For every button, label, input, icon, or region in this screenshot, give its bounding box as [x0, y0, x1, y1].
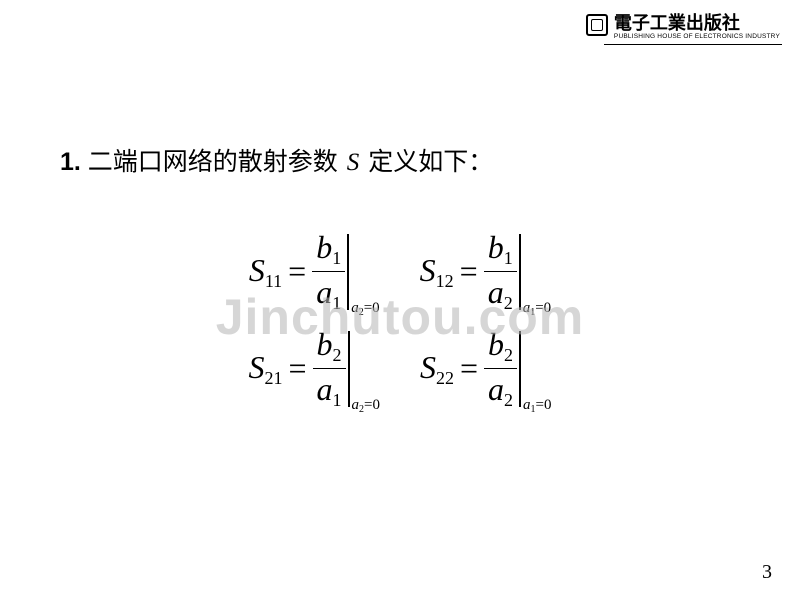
equation: S12=b1a2a1=0: [420, 231, 552, 312]
publisher-name-cn: 電子工業出版社: [614, 14, 780, 32]
eq-fraction: b1a1: [312, 231, 345, 312]
vertical-bar-icon: [519, 234, 521, 310]
equation-row: S11=b1a1a2=0S12=b1a2a1=0: [190, 231, 610, 312]
title-symbol: S: [347, 149, 360, 176]
eq-equals: =: [460, 253, 478, 290]
eq-equals: =: [460, 350, 478, 387]
publisher-text: 電子工業出版社 PUBLISHING HOUSE OF ELECTRONICS …: [614, 14, 780, 41]
eq-condition: a2=0: [348, 331, 380, 407]
publisher-block: 電子工業出版社 PUBLISHING HOUSE OF ELECTRONICS …: [586, 14, 780, 41]
eq-fraction: b2a2: [484, 328, 517, 409]
equation: S22=b2a2a1=0: [420, 328, 552, 409]
publisher-logo-icon: [586, 14, 608, 36]
vertical-bar-icon: [519, 331, 521, 407]
eq-condition: a1=0: [519, 331, 551, 407]
eq-equals: =: [288, 350, 306, 387]
title-text-before: 二端口网络的散射参数: [81, 148, 345, 176]
title-number: 1.: [60, 148, 81, 176]
equations-block: S11=b1a1a2=0S12=b1a2a1=0S21=b2a1a2=0S22=…: [190, 231, 610, 409]
publisher-underline: [604, 44, 782, 45]
eq-fraction: b1a2: [484, 231, 517, 312]
eq-equals: =: [288, 253, 306, 290]
eq-lhs: S21: [248, 349, 282, 389]
page-number: 3: [762, 561, 772, 584]
equation-row: S21=b2a1a2=0S22=b2a2a1=0: [190, 328, 610, 409]
title-text-after: 定义如下：: [361, 148, 493, 176]
eq-lhs: S12: [420, 252, 454, 292]
equation: S21=b2a1a2=0: [248, 328, 380, 409]
publisher-name-en: PUBLISHING HOUSE OF ELECTRONICS INDUSTRY: [614, 34, 780, 41]
eq-fraction: b2a1: [313, 328, 346, 409]
eq-lhs: S22: [420, 349, 454, 389]
eq-lhs: S11: [249, 252, 282, 292]
title-line: 1. 二端口网络的散射参数 S 定义如下：: [60, 142, 800, 178]
vertical-bar-icon: [348, 331, 350, 407]
equation: S11=b1a1a2=0: [249, 231, 380, 312]
vertical-bar-icon: [347, 234, 349, 310]
eq-condition: a1=0: [519, 234, 551, 310]
eq-condition: a2=0: [347, 234, 379, 310]
